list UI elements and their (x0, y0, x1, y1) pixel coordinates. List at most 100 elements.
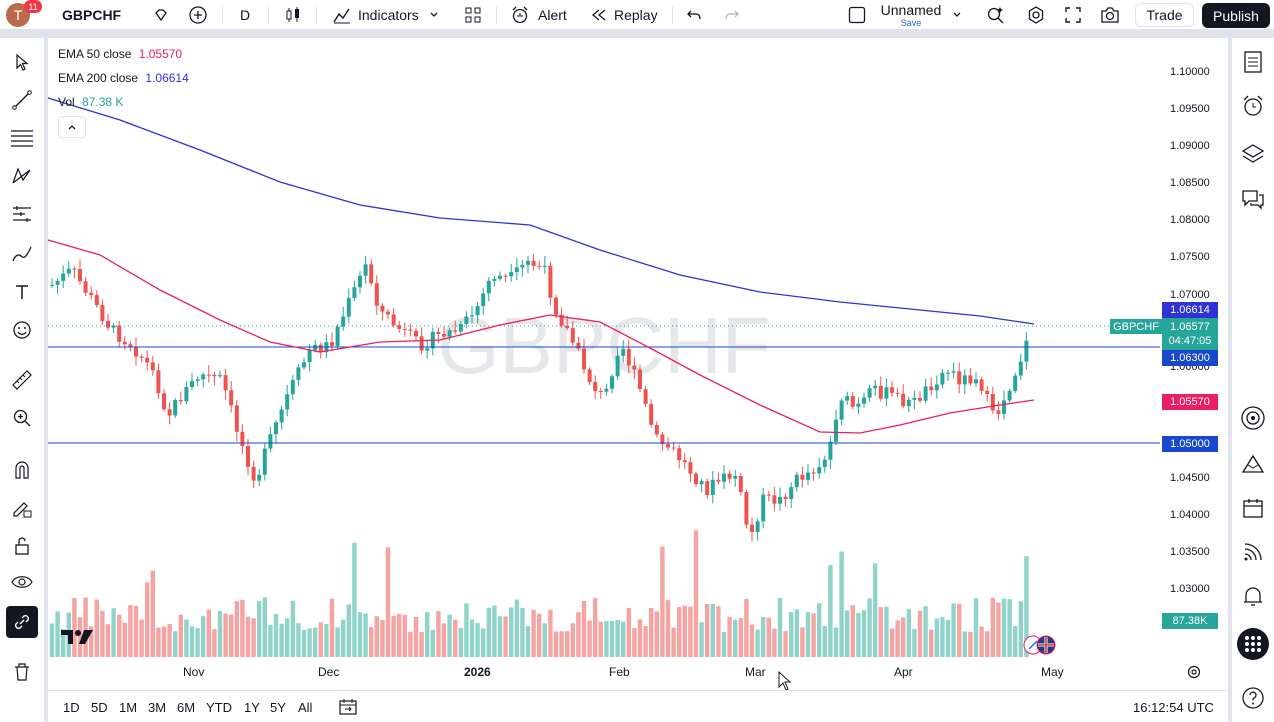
cursor-icon (16, 53, 29, 71)
economic-event-icon[interactable] (1022, 634, 1058, 656)
cursor-tool[interactable] (6, 46, 38, 78)
calendar-button[interactable] (1237, 492, 1269, 524)
volume-bar (509, 607, 514, 657)
text-icon (16, 285, 28, 299)
lock-drawings-tool[interactable] (6, 530, 38, 562)
alert-button[interactable]: Alert (510, 0, 574, 30)
range-3m[interactable]: 3M (148, 700, 167, 715)
legend-volume[interactable]: Vol 87.38 K (58, 95, 123, 109)
drawing-mode-tool[interactable] (6, 492, 38, 524)
chart-type-button[interactable] (284, 0, 304, 30)
axis-settings-button[interactable] (1186, 664, 1202, 685)
diamond-icon[interactable] (153, 7, 169, 23)
ema50-price-label: 1.05570 (1162, 394, 1218, 410)
link-tool[interactable] (6, 606, 38, 638)
brush-tool[interactable] (6, 238, 38, 270)
help-button[interactable] (1237, 682, 1269, 714)
last-price-value: 1.06577 (1170, 321, 1210, 333)
alerts-button[interactable] (1237, 90, 1269, 122)
candle-body (901, 393, 906, 407)
layout-menu-button[interactable] (952, 0, 964, 30)
volume-bar (391, 615, 396, 657)
candle-body (1018, 361, 1023, 376)
volume-bar (447, 614, 452, 657)
settings-button[interactable] (1026, 0, 1046, 30)
layout-name: Unnamed (880, 1, 942, 18)
remove-drawings-tool[interactable] (6, 656, 38, 688)
notifications-button[interactable] (1237, 580, 1269, 612)
pattern-tool[interactable] (6, 160, 38, 192)
range-1d[interactable]: 1D (63, 700, 80, 715)
tradingview-logo[interactable] (60, 628, 94, 651)
candle-body (817, 467, 822, 474)
forecast-tool[interactable] (6, 198, 38, 230)
alert-label: Alert (538, 7, 567, 23)
quick-search-button[interactable] (986, 0, 1008, 30)
volume-bar (705, 604, 710, 657)
candle-body (750, 524, 754, 532)
calendar-icon (1243, 499, 1263, 518)
trade-button[interactable]: Trade (1135, 3, 1194, 27)
templates-button[interactable] (464, 0, 484, 30)
candle-body (1024, 340, 1029, 362)
replay-button[interactable]: Replay (590, 0, 660, 30)
volume-bar (889, 628, 895, 657)
watchlist-button[interactable] (1237, 46, 1269, 78)
collapse-legend-button[interactable] (58, 116, 86, 138)
compare-button[interactable] (188, 0, 210, 30)
redo-button[interactable] (724, 0, 742, 30)
goto-date-button[interactable] (338, 698, 358, 721)
candle-body (1002, 400, 1006, 414)
time-label-mar: Mar (745, 665, 766, 679)
volume-bar (1007, 599, 1012, 657)
range-ytd[interactable]: YTD (206, 700, 232, 715)
legend-ema50[interactable]: EMA 50 close 1.05570 (58, 47, 182, 61)
candle-body (498, 275, 502, 279)
range-1m[interactable]: 1M (119, 700, 138, 715)
data-window-button[interactable] (1237, 138, 1269, 170)
range-all[interactable]: All (298, 700, 313, 715)
publish-button[interactable]: Publish (1202, 3, 1270, 28)
measure-tool[interactable] (6, 364, 38, 396)
ideas-button[interactable] (1237, 448, 1269, 480)
undo-button[interactable] (686, 0, 704, 30)
trend-line-tool[interactable] (6, 84, 38, 116)
range-5d[interactable]: 5D (91, 700, 108, 715)
hide-drawings-tool[interactable] (6, 566, 38, 598)
candle-body (442, 333, 446, 337)
range-6m[interactable]: 6M (177, 700, 196, 715)
indicators-button[interactable]: Indicators (332, 0, 452, 30)
candle-body (419, 336, 424, 351)
volume-bar (738, 618, 743, 657)
range-1y[interactable]: 1Y (244, 700, 260, 715)
zoom-tool[interactable] (6, 402, 38, 434)
volume-bar (251, 618, 256, 657)
fullscreen-button[interactable] (1064, 0, 1084, 30)
interval-button[interactable]: D (240, 0, 256, 30)
snapshot-button[interactable] (1100, 0, 1122, 30)
candle-body (61, 273, 66, 281)
candle-body (274, 422, 278, 435)
legend-ema200[interactable]: EMA 200 close 1.06614 (58, 71, 189, 85)
chats-button[interactable] (1237, 184, 1269, 216)
symbol-search[interactable]: GBPCHF (54, 0, 176, 30)
square-icon (848, 6, 866, 24)
emoji-tool[interactable] (6, 314, 38, 346)
magnet-tool[interactable] (6, 454, 38, 486)
volume-bar (150, 570, 155, 657)
text-tool[interactable] (6, 276, 38, 308)
fib-tool[interactable] (6, 122, 38, 154)
redo-icon (725, 10, 739, 20)
utc-clock[interactable]: 16:12:54 UTC (1133, 700, 1214, 715)
time-label-apr: Apr (894, 665, 913, 679)
layout-checkbox[interactable] (848, 0, 868, 30)
candle-body (761, 494, 766, 522)
range-5y[interactable]: 5Y (270, 700, 286, 715)
layout-name-button[interactable]: Unnamed Save (876, 0, 946, 30)
candle-body (654, 424, 659, 435)
news-button[interactable] (1237, 536, 1269, 568)
products-button[interactable] (1237, 628, 1269, 660)
technicals-button[interactable] (1237, 402, 1269, 434)
candle-body (856, 403, 861, 407)
